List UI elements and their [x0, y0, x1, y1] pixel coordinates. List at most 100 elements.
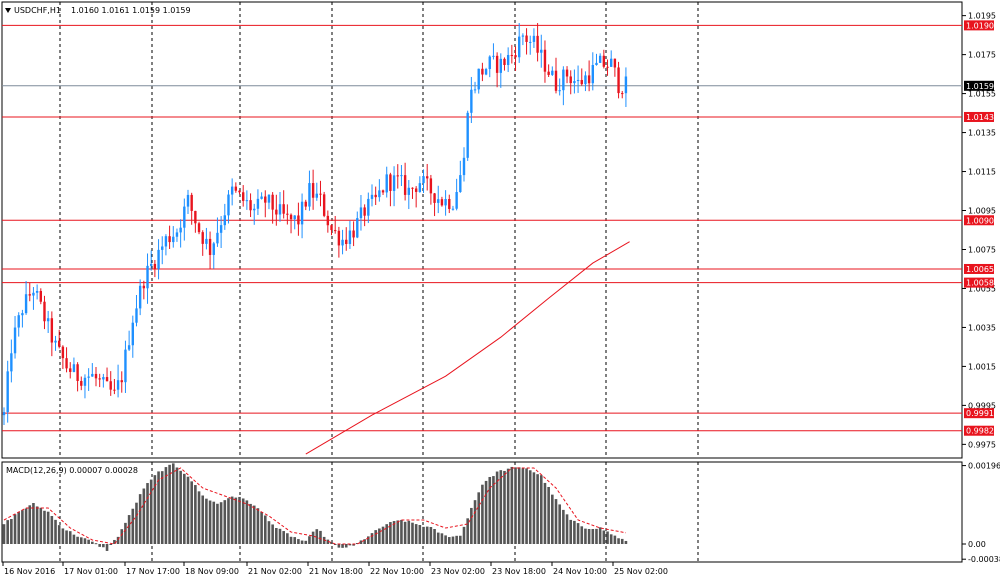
candle-body — [319, 193, 322, 195]
macd-histogram-bar — [591, 529, 595, 544]
macd-histogram-bar — [598, 527, 602, 544]
y-tick-label: 1.0175 — [968, 51, 996, 60]
candle-body — [359, 207, 363, 219]
candle-body — [521, 35, 525, 37]
macd-histogram-bar — [194, 485, 197, 544]
macd-histogram-bar — [219, 502, 223, 544]
candle-body — [102, 377, 105, 380]
candle-body — [282, 204, 285, 214]
macd-histogram-bar — [539, 475, 543, 544]
macd-histogram-bar — [374, 530, 377, 544]
level-label: 1.0065 — [966, 265, 994, 274]
level-tag — [964, 408, 994, 419]
macd-histogram-bar — [414, 524, 418, 544]
macd-histogram-bar — [389, 522, 392, 544]
candle-body — [238, 190, 241, 193]
x-tick-label: 23 Nov 18:00 — [492, 567, 546, 576]
candle-body — [83, 377, 87, 386]
candle-body — [499, 58, 502, 73]
macd-histogram-bar — [21, 510, 24, 544]
macd-histogram-bar — [477, 492, 481, 544]
x-tick-label: 21 Nov 18:00 — [309, 567, 363, 576]
candle-body — [32, 292, 35, 296]
macd-histogram-bar — [54, 519, 57, 544]
macd-histogram-bar — [263, 515, 267, 544]
macd-histogram-bar — [289, 536, 293, 544]
chart-title: USDCHF,H1 — [14, 6, 61, 15]
candle-body — [422, 176, 425, 184]
candle-body — [142, 285, 146, 289]
candle-body — [392, 175, 396, 191]
candle-body — [161, 246, 164, 250]
candle-body — [602, 55, 606, 67]
candle-body — [80, 380, 83, 386]
candle-body — [429, 178, 433, 194]
candle-body — [529, 41, 532, 43]
macd-histogram-bar — [267, 521, 271, 544]
candle-body — [322, 194, 326, 216]
level-label: 0.9982 — [966, 427, 994, 436]
triangle-down-icon — [5, 8, 11, 13]
level-tag — [964, 277, 994, 288]
macd-histogram-bar — [569, 519, 573, 544]
candle-body — [370, 194, 374, 199]
candle-body — [190, 194, 193, 211]
candle-body — [547, 71, 550, 75]
macd-histogram-bar — [293, 537, 297, 544]
macd-histogram-bar — [79, 537, 83, 544]
macd-histogram-bar — [300, 540, 304, 544]
macd-histogram-bar — [105, 544, 109, 551]
candle-body — [208, 238, 212, 255]
macd-histogram-bar — [175, 467, 179, 544]
candle-body — [311, 183, 315, 198]
candle-body — [168, 236, 171, 243]
candle-body — [10, 353, 13, 372]
macd-histogram-bar — [363, 539, 366, 544]
macd-header: MACD(12,26,9) 0.00007 0.00028 — [6, 466, 138, 475]
candle-body — [400, 175, 403, 177]
candle-body — [278, 204, 282, 215]
macd-histogram-bar — [440, 533, 444, 544]
candle-body — [587, 75, 591, 84]
macd-histogram-bar — [378, 528, 381, 544]
candle-body — [621, 93, 624, 95]
candle-body — [337, 230, 341, 246]
candle-body — [6, 371, 9, 413]
candle-body — [212, 243, 215, 255]
macd-histogram-bar — [573, 520, 576, 544]
macd-histogram-bar — [142, 488, 146, 544]
macd-histogram-bar — [65, 530, 68, 544]
candle-body — [300, 201, 304, 225]
candle-body — [94, 373, 98, 379]
y-tick-label: 0.9995 — [968, 401, 996, 410]
candle-body — [230, 186, 234, 195]
candle-body — [293, 215, 296, 220]
candle-body — [503, 58, 506, 65]
macd-histogram-bar — [124, 522, 127, 544]
macd-histogram-bar — [113, 539, 116, 544]
candle-body — [573, 81, 576, 84]
candle-body — [87, 376, 90, 378]
candle-body — [289, 214, 293, 220]
macd-histogram-bar — [370, 533, 374, 544]
candle-body — [223, 215, 226, 226]
candle-body — [146, 265, 149, 289]
x-tick-label: 18 Nov 09:00 — [185, 567, 239, 576]
macd-histogram-bar — [116, 536, 120, 544]
macd-histogram-bar — [153, 475, 157, 544]
candle-body — [138, 285, 142, 309]
candle-body — [562, 69, 565, 91]
macd-histogram-bar — [528, 470, 532, 544]
macd-histogram-bar — [554, 499, 558, 544]
macd-histogram-bar — [499, 470, 503, 544]
macd-histogram-bar — [138, 494, 142, 544]
candle-body — [396, 175, 399, 177]
macd-histogram-bar — [580, 526, 584, 544]
candle-body — [367, 198, 370, 216]
candle-body — [433, 193, 436, 203]
macd-histogram-bar — [407, 520, 411, 544]
macd-histogram-bar — [205, 498, 208, 544]
candle-body — [385, 174, 388, 193]
macd-histogram-bar — [24, 508, 28, 544]
macd-histogram-bar — [595, 528, 598, 544]
